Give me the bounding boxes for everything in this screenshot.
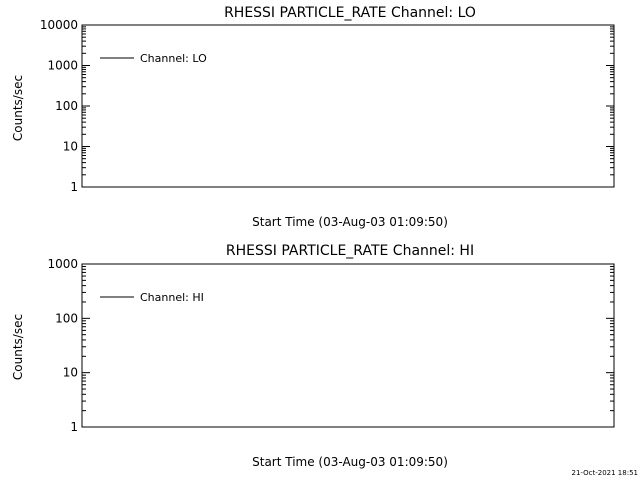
y-tick-label: 10000 [40,18,78,32]
panel-lo-channel: RHESSI PARTICLE_RATE Channel: LO Start T… [11,5,615,229]
y-tick-label: 10 [63,366,78,380]
y-tick-label: 100 [55,311,78,325]
panel-lo-ylabel: Counts/sec [11,75,25,141]
y-tick-label: 100 [55,99,78,113]
y-tick-label: 1 [70,180,78,194]
panel-hi-frame [81,263,615,428]
panel-hi-title: RHESSI PARTICLE_RATE Channel: HI [226,243,474,259]
panel-lo-xlabel: Start Time (03-Aug-03 01:09:50) [252,215,448,229]
y-tick-label: 1000 [47,59,78,73]
footer-date: 21-Oct-2021 18:51 [572,469,638,477]
panel-hi-ylabel: Counts/sec [11,314,25,380]
y-tick-label: 1000 [47,257,78,271]
y-tick-label: 1 [70,420,78,434]
panel-lo-title: RHESSI PARTICLE_RATE Channel: LO [224,5,476,21]
panel-hi-xlabel: Start Time (03-Aug-03 01:09:50) [252,455,448,469]
panel-hi-legend-label: Channel: HI [140,291,204,304]
panel-hi-channel: RHESSI PARTICLE_RATE Channel: HI Start T… [11,243,615,469]
panel-lo-legend-label: Channel: LO [140,52,207,65]
panel-lo-frame [81,24,615,188]
y-tick-label: 10 [63,140,78,154]
